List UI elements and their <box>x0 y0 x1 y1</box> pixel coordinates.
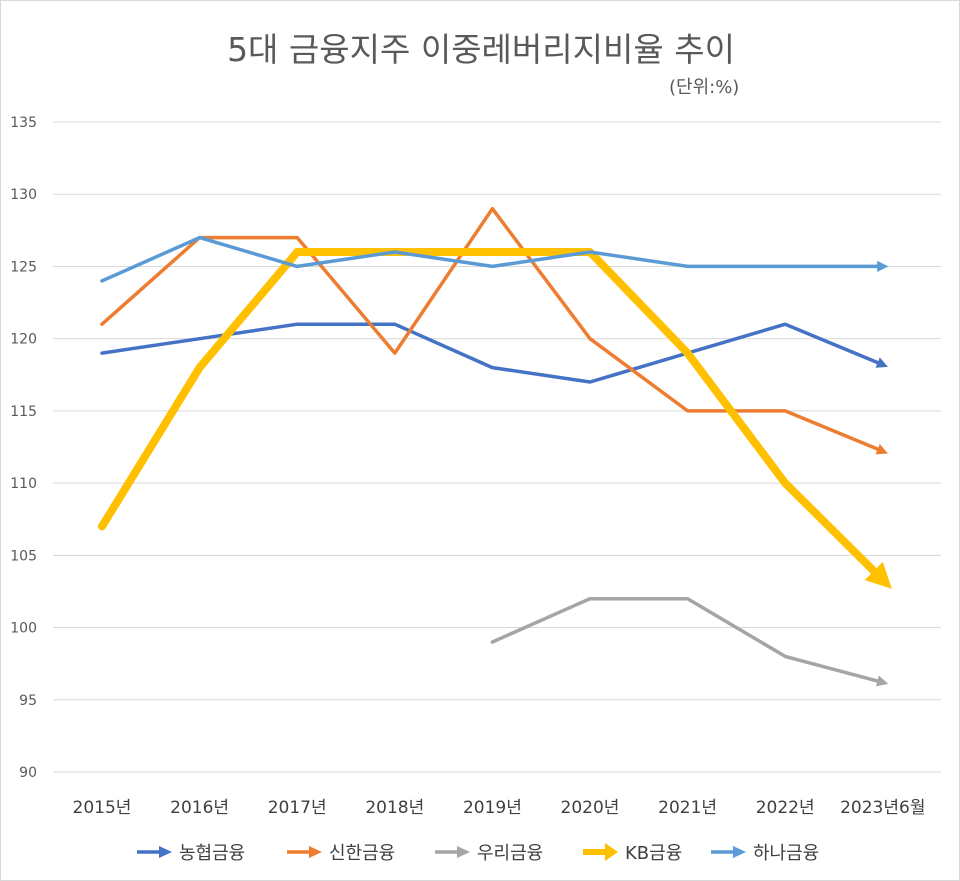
legend-swatch-arrow <box>159 846 172 858</box>
legend-swatch <box>137 846 172 858</box>
x-tick-label: 2015년 <box>73 798 132 818</box>
legend-swatch <box>435 846 470 858</box>
legend-swatch-arrow <box>605 843 618 861</box>
legend-label: 우리금융 <box>477 843 544 864</box>
y-tick-label: 90 <box>19 765 37 781</box>
legend-swatch-arrow <box>733 846 746 858</box>
legend-label: 하나금융 <box>753 843 820 864</box>
legend-swatch <box>711 846 746 858</box>
x-tick-label: 2018년 <box>365 798 424 818</box>
x-tick-label: 2022년 <box>756 798 815 818</box>
y-tick-label: 135 <box>10 115 37 131</box>
y-tick-label: 95 <box>19 693 37 709</box>
x-tick-label: 2019년 <box>463 798 522 818</box>
legend-swatch-arrow <box>457 846 470 858</box>
legend-swatch <box>583 843 618 861</box>
legend-item: 농협금융 <box>135 835 245 869</box>
legend-label: 신한금융 <box>329 843 396 864</box>
x-tick-label: 2020년 <box>561 798 620 818</box>
x-tick-label: 2023년6월 <box>840 798 925 818</box>
y-tick-label: 120 <box>10 332 37 348</box>
y-tick-label: 100 <box>10 621 37 637</box>
legend-item: KB금융 <box>581 835 682 869</box>
y-tick-label: 110 <box>10 476 37 492</box>
y-tick-label: 105 <box>10 548 37 564</box>
chart-title: 5대 금융지주 이중레버리지비율 추이 <box>227 30 735 69</box>
series-line-4 <box>100 235 889 283</box>
legend-swatch <box>287 846 322 858</box>
legend-label: KB금융 <box>625 843 683 864</box>
series-line-1 <box>100 206 888 455</box>
legend-label: 농협금융 <box>179 843 246 864</box>
legend: 농협금융 신한금융 우리금융 KB금융 하나금융 <box>1 835 960 869</box>
unit-label: (단위:%) <box>669 77 740 98</box>
x-tick-label: 2017년 <box>268 798 327 818</box>
y-tick-label: 115 <box>10 404 37 420</box>
y-tick-label: 130 <box>10 187 37 203</box>
series-line-0 <box>100 322 888 384</box>
plot-area: 90 95 100 105 110 115 120 125 130 135 2015년 2016년 20… <box>10 115 941 818</box>
series-line-2 <box>490 596 889 687</box>
legend-item: 우리금융 <box>433 835 543 869</box>
legend-item: 신한금융 <box>285 835 395 869</box>
series-line-3 <box>98 248 892 589</box>
legend-item: 하나금융 <box>709 835 819 869</box>
y-tick-label: 125 <box>10 259 37 275</box>
legend-swatch-arrow <box>309 846 322 858</box>
x-tick-label: 2021년 <box>658 798 717 818</box>
x-tick-label: 2016년 <box>170 798 229 818</box>
